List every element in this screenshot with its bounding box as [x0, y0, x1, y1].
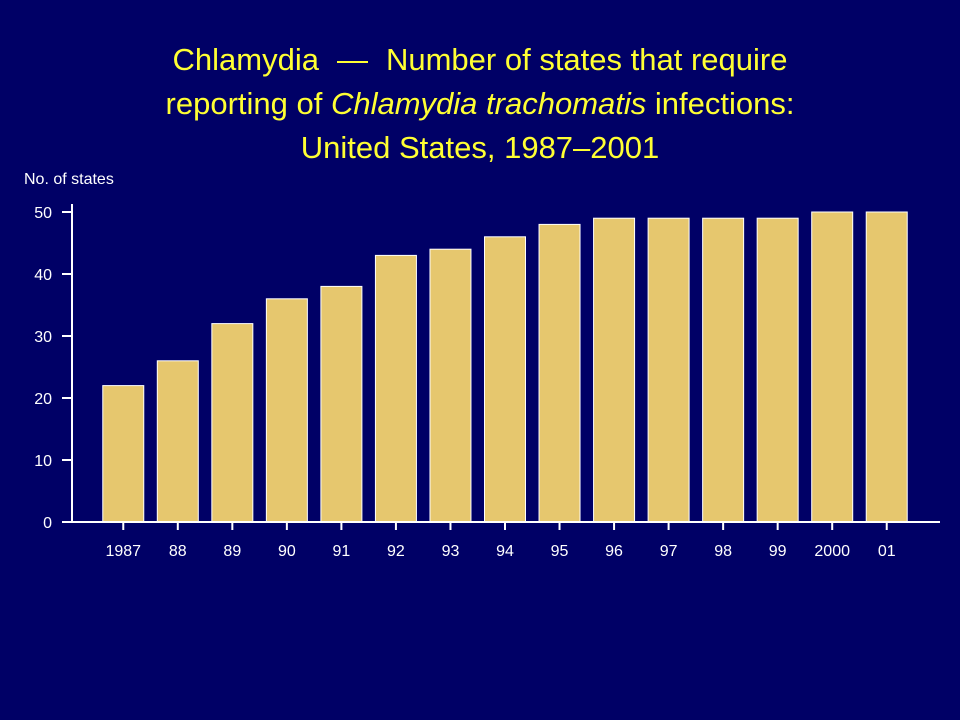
title-line-3: United States, 1987–2001: [300, 130, 660, 165]
x-tick-label: 93: [442, 543, 460, 560]
title-italic: Chlamydia trachomatis: [330, 86, 647, 121]
x-tick-label: 1987: [105, 543, 141, 560]
x-tick-label: 2000: [814, 543, 850, 560]
y-tick-label: 20: [34, 391, 52, 408]
title-part-2: Number of states that require: [385, 42, 788, 77]
bar-01: [865, 211, 908, 523]
bar-90: [265, 298, 308, 523]
x-tick-label: 88: [169, 543, 187, 560]
bar-95: [538, 223, 581, 523]
x-tick-label: 95: [551, 543, 569, 560]
y-axis-label: No. of states: [24, 171, 114, 188]
x-tick-label: 91: [333, 543, 351, 560]
x-tick-label: 89: [223, 543, 241, 560]
x-axis: 1987 88 89 90 91 92 93 94 95 96 97 98 99 2000 01: [62, 521, 940, 560]
x-tick-label: 90: [278, 543, 296, 560]
title-dash: —: [336, 42, 368, 77]
bar-89: [211, 323, 254, 523]
x-tick-label: 96: [605, 543, 623, 560]
y-tick-label: 50: [34, 205, 52, 222]
bar-88: [156, 360, 199, 523]
bar-99: [756, 217, 799, 523]
title-part-3: reporting of: [165, 86, 331, 121]
bar-91: [320, 285, 363, 523]
bars-group: [102, 211, 908, 523]
x-tick-label: 97: [660, 543, 678, 560]
bar-92: [374, 254, 417, 523]
title-part-1: Chlamydia: [172, 42, 319, 77]
x-tick-label: 92: [387, 543, 405, 560]
x-tick-label: 01: [878, 543, 896, 560]
x-tick-label: 99: [769, 543, 787, 560]
chart-title: Chlamydia — Number of states that require …: [40, 38, 920, 170]
bar-1987: [102, 385, 145, 523]
x-tick-label: 94: [496, 543, 514, 560]
title-part-4: infections:: [646, 86, 795, 121]
bar-96: [593, 217, 636, 523]
bar-98: [702, 217, 745, 523]
y-tick-label: 30: [34, 329, 52, 346]
y-tick-label: 10: [34, 453, 52, 470]
y-tick-label: 0: [43, 515, 52, 532]
bar-97: [647, 217, 690, 523]
bar-94: [484, 236, 526, 523]
y-tick-label: 40: [34, 267, 52, 284]
bar-2000: [811, 211, 854, 523]
bar-93: [429, 248, 472, 523]
x-tick-label: 98: [714, 543, 732, 560]
y-axis: 0 10 20 30 40 50: [34, 204, 73, 532]
